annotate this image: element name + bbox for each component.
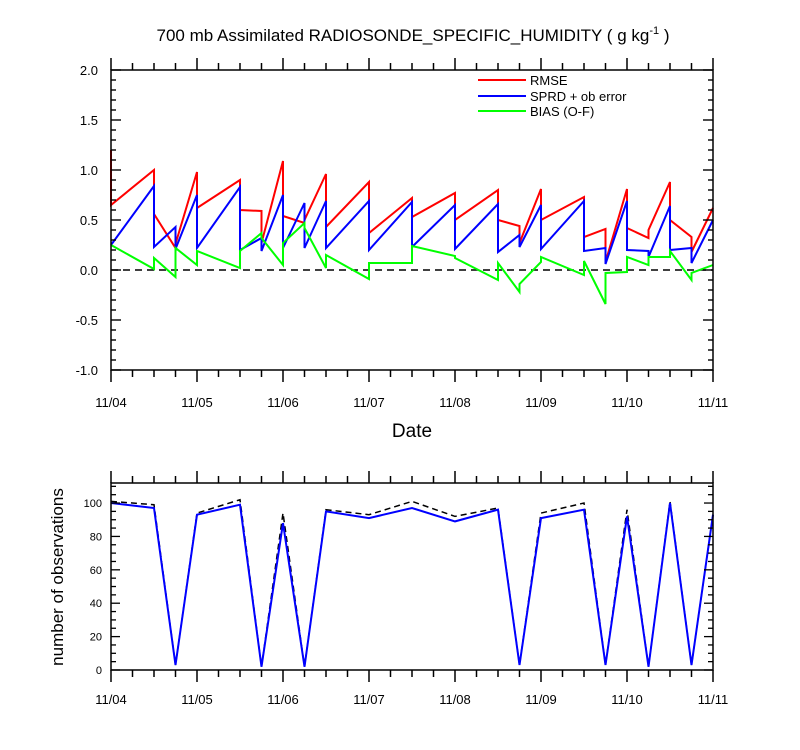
- top-x-tick-label: 11/10: [611, 395, 643, 410]
- top-y-tick-label: 2.0: [80, 63, 98, 78]
- top-panel: 11/04 11/05 11/06 11/07 11/08 11/09 11/10 11/11…: [76, 58, 728, 442]
- bottom-y-tick-label: 100: [84, 498, 102, 510]
- top-y-tick-label: 0.0: [80, 263, 98, 278]
- bottom-y-tick-label: 40: [90, 598, 102, 610]
- bottom-x-tick-label: 11/04: [95, 692, 127, 707]
- bottom-x-tick-label: 11/05: [181, 692, 213, 707]
- top-x-tick-label: 11/07: [353, 395, 385, 410]
- bottom-x-tick-label: 11/11: [698, 692, 729, 707]
- top-y-tick-label: 1.5: [80, 113, 98, 128]
- bottom-x-axis: 11/04 11/05 11/06 11/07 11/08 11/09 11/10 11/11: [95, 471, 728, 707]
- chart-title: 700 mb Assimilated RADIOSONDE_SPECIFIC_H…: [157, 25, 670, 45]
- bottom-y-tick-label: 0: [96, 665, 102, 677]
- top-x-tick-label: 11/04: [95, 395, 127, 410]
- top-y-tick-label: -0.5: [76, 313, 98, 328]
- legend-label: BIAS (O-F): [530, 104, 594, 119]
- bottom-x-tick-label: 11/07: [353, 692, 385, 707]
- series-line-bias-o-f: [110, 220, 714, 305]
- bottom-x-tick-label: 11/06: [267, 692, 299, 707]
- bottom-y-axis: 0 20 40 60 80 100: [84, 485, 713, 677]
- top-y-tick-label: 1.0: [80, 163, 98, 178]
- series-line-sprd-ob-error: [110, 182, 714, 265]
- top-x-tick-label: 11/08: [439, 395, 471, 410]
- x-axis-label: Date: [392, 421, 432, 442]
- legend-label: SPRD + ob error: [530, 89, 627, 104]
- top-x-tick-label: 11/05: [181, 395, 213, 410]
- y-axis-label: number of observations: [48, 488, 67, 666]
- top-x-tick-label: 11/09: [525, 395, 557, 410]
- obs-line-used: [110, 502, 714, 667]
- top-plot-area: [110, 150, 714, 305]
- obs-line-possible: [110, 498, 714, 667]
- bottom-y-tick-label: 20: [90, 632, 102, 644]
- bottom-plot-area: [110, 498, 714, 667]
- bottom-x-tick-label: 11/08: [439, 692, 471, 707]
- top-x-axis: 11/04 11/05 11/06 11/07 11/08 11/09 11/10 11/11: [95, 58, 728, 410]
- top-y-tick-label: 0.5: [80, 213, 98, 228]
- legend-label: RMSE: [530, 73, 568, 88]
- top-x-tick-label: 11/06: [267, 395, 299, 410]
- bottom-x-tick-label: 11/09: [525, 692, 557, 707]
- bottom-x-tick-label: 11/10: [611, 692, 643, 707]
- top-y-tick-label: -1.0: [76, 363, 98, 378]
- top-x-tick-label: 11/11: [698, 395, 729, 410]
- bottom-y-tick-label: 80: [90, 531, 102, 543]
- bottom-panel: 11/04 11/05 11/06 11/07 11/08 11/09 11/10 11/11…: [48, 471, 728, 707]
- top-y-axis: -1.0 -0.5 0.0 0.5 1.0 1.5 2.0: [76, 63, 713, 378]
- bottom-y-tick-label: 60: [90, 565, 102, 577]
